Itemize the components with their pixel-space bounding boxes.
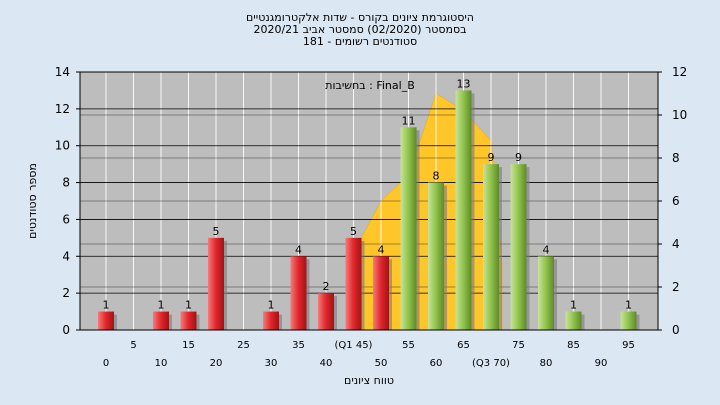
- y-tick-label-right: 12: [672, 65, 687, 79]
- y-tick-label-left: 10: [55, 139, 70, 153]
- bar-value-label: 1: [158, 299, 165, 312]
- x-tick-label: 65: [457, 340, 470, 351]
- x-tick-label: (Q3 70): [472, 358, 510, 369]
- bar: [400, 127, 417, 331]
- y-tick-label-right: 4: [672, 237, 680, 251]
- legend-text: בחשיבות : Final_B: [325, 79, 415, 92]
- x-tick-label: 35: [292, 340, 305, 351]
- bar-value-label: 4: [295, 243, 302, 256]
- bar-value-label: 5: [350, 225, 357, 238]
- x-tick-label: 5: [130, 340, 136, 351]
- chart-title-line-1: היסטוגרמת ציונים בקורס - שדות אלקטרומגנט…: [246, 11, 474, 24]
- bar: [153, 311, 169, 330]
- bar: [180, 311, 197, 330]
- bar-value-label: 1: [268, 299, 275, 312]
- bar: [290, 256, 307, 330]
- x-tick-label: 10: [155, 358, 168, 369]
- x-tick-label: 15: [182, 340, 195, 351]
- y-tick-label-right: 10: [672, 108, 687, 122]
- y-tick-label-right: 8: [672, 151, 680, 165]
- x-tick-label: 0: [103, 358, 109, 369]
- bar-value-label: 2: [323, 280, 330, 293]
- x-tick-label: 60: [430, 358, 443, 369]
- x-tick-label: 20: [210, 358, 223, 369]
- x-tick-label: 50: [375, 358, 388, 369]
- y-tick-label-left: 0: [62, 323, 70, 337]
- x-tick-label: 75: [512, 340, 525, 351]
- bar: [565, 311, 582, 330]
- y-axis-label: מספר סטודנטים: [26, 163, 39, 239]
- bar: [620, 311, 637, 330]
- y-tick-label-left: 6: [62, 212, 70, 226]
- bar-value-label: 13: [457, 77, 471, 90]
- bar-value-label: 5: [213, 225, 220, 238]
- bar-value-label: 9: [488, 151, 495, 164]
- bar: [373, 256, 389, 330]
- chart-title-line-2: בסמסטר (02/2020) סמסטר אביב 2020/21: [253, 23, 467, 36]
- bar-value-label: 1: [570, 299, 577, 312]
- bar: [428, 182, 444, 330]
- x-tick-label: 80: [540, 358, 553, 369]
- bar-value-label: 1: [625, 299, 632, 312]
- bar-value-label: 9: [515, 151, 522, 164]
- y-tick-label-left: 4: [62, 249, 70, 263]
- bar: [483, 164, 499, 330]
- chart-title-line-3: סטודנטים רשומים - 181: [302, 35, 418, 48]
- y-tick-label-left: 8: [62, 176, 70, 190]
- x-tick-label: 55: [402, 340, 415, 351]
- x-tick-label: 25: [237, 340, 250, 351]
- bar: [510, 164, 527, 330]
- y-tick-label-right: 2: [672, 280, 680, 294]
- bar: [345, 237, 362, 330]
- x-tick-label: 95: [622, 340, 635, 351]
- bar: [318, 293, 334, 330]
- y-tick-label-left: 2: [62, 286, 70, 300]
- y-tick-label-left: 14: [55, 65, 70, 79]
- bar-value-label: 11: [402, 114, 416, 127]
- y-tick-label-left: 12: [55, 102, 70, 116]
- x-tick-label: 40: [320, 358, 333, 369]
- bar: [208, 237, 224, 330]
- bar: [455, 90, 472, 330]
- bar-value-label: 8: [433, 170, 440, 183]
- x-tick-label: 90: [595, 358, 608, 369]
- bar-value-label: 1: [103, 299, 110, 312]
- x-tick-label: (Q1 45): [335, 340, 373, 351]
- bar-value-label: 4: [543, 243, 550, 256]
- x-axis-label: טווח ציונים: [344, 374, 394, 387]
- bar: [538, 256, 554, 330]
- bar: [98, 311, 114, 330]
- x-tick-label: 30: [265, 358, 278, 369]
- y-tick-label-right: 0: [672, 323, 680, 337]
- bar: [263, 311, 279, 330]
- bar-value-label: 1: [185, 299, 192, 312]
- x-tick-label: 85: [567, 340, 580, 351]
- bar-value-label: 4: [378, 243, 385, 256]
- y-tick-label-right: 6: [672, 194, 680, 208]
